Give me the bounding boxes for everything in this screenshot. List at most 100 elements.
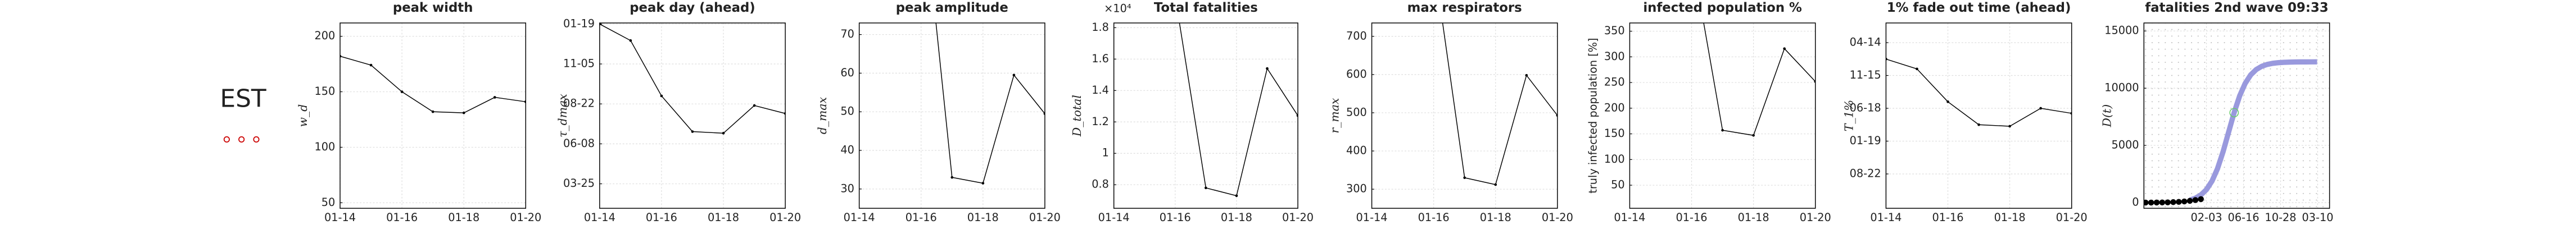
- chart-title: Total fatalities: [1154, 1, 1258, 15]
- y-tick-label: 700: [1346, 29, 1367, 42]
- y-tick-label: 70: [840, 27, 854, 40]
- data-point: [2153, 199, 2160, 206]
- data-point: [2148, 199, 2154, 206]
- plot-frame: [1113, 22, 1298, 209]
- chart-title: infected population %: [1643, 1, 1802, 15]
- x-tick-label: 01-18: [1480, 211, 1511, 224]
- y-tick-label: 250: [1604, 76, 1625, 89]
- y-axis-label: w_d: [296, 104, 310, 127]
- data-point: [462, 111, 465, 114]
- data-point: [340, 54, 342, 58]
- y-axis-label: τ_dmax: [556, 94, 569, 137]
- plot-frame: [599, 22, 786, 209]
- x-tick-label: 01-16: [646, 211, 677, 224]
- data-point: [2039, 107, 2042, 110]
- plot-frame: [339, 22, 527, 209]
- y-tick-label: 1.4: [1092, 84, 1109, 97]
- y-axis-label: D(t): [2100, 104, 2113, 128]
- y-tick-label: 50: [322, 196, 336, 209]
- chart-panel: 30 40 50 60 70 01-14 01-16 01-18 01-20 peak ampli…: [816, 1, 1061, 224]
- data-point: [1235, 194, 1238, 198]
- data-point: [1012, 74, 1016, 77]
- x-tick-label: 01-16: [906, 211, 937, 224]
- y-tick-label: 03-25: [563, 177, 595, 190]
- data-point: [1783, 47, 1786, 51]
- data-point: [691, 130, 694, 133]
- data-point: [493, 96, 496, 99]
- data-point: [2170, 199, 2176, 205]
- y-tick-label: 1: [1102, 146, 1109, 159]
- y-tick-label: 100: [1604, 153, 1625, 166]
- x-tick-label: 01-14: [1614, 211, 1645, 224]
- data-point: [722, 132, 725, 135]
- x-tick-label: 01-14: [1870, 211, 1902, 224]
- x-tick-label: 01-18: [967, 211, 999, 224]
- chart-panel: 0.8 1 1.2 1.4 1.6 1.8 01-14 01-16 01-18 01-20 Tota…: [1070, 1, 1314, 224]
- y-tick-label: 10000: [2104, 81, 2139, 94]
- y-tick-label: 100: [314, 140, 335, 153]
- x-tick-label: 01-18: [708, 211, 739, 224]
- data-point: [1814, 80, 1816, 83]
- y-tick-label: 500: [1346, 105, 1367, 118]
- series-group: [340, 54, 526, 114]
- y-tick-label: 350: [1604, 24, 1625, 37]
- data-point: [2186, 198, 2193, 204]
- data-point: [1946, 100, 1949, 103]
- plot-frame: [1629, 22, 1816, 209]
- chart-panel: 0 5000 10000 15000 02-03 06-16 10-28 03-10 fatal…: [2100, 1, 2333, 224]
- y-tick-label: 200: [1604, 101, 1625, 114]
- x-tick-label: 01-16: [1676, 211, 1708, 224]
- data-point: [524, 100, 526, 103]
- plot-frame: [2143, 22, 2330, 209]
- y-tick-label: 06-08: [563, 137, 595, 150]
- y-tick-label: 1.2: [1092, 115, 1109, 128]
- chart-panel: 300 400 500 600 700 01-14 01-16 01-18 01-20 max r…: [1328, 1, 1573, 224]
- y-tick-label: 01-19: [563, 17, 595, 30]
- data-point: [1752, 134, 1755, 137]
- region-label: EST: [220, 84, 266, 113]
- y-tick-label: 200: [314, 29, 335, 42]
- data-point: [2070, 112, 2072, 115]
- y-tick-label: 11-15: [1850, 68, 1881, 81]
- y-tick-label: 50: [840, 105, 854, 118]
- chart-panel: 50 100 150 200 250 300 350 01-14 01-16 01-18 01-20…: [1587, 1, 1831, 224]
- y-axis-label: T_1%: [1842, 100, 1856, 131]
- y-tick-label: 1.6: [1092, 52, 1109, 65]
- y-tick-label: 01-19: [1850, 134, 1881, 147]
- y-tick-label: 1.8: [1092, 21, 1109, 34]
- chart-title: 1% fade out time (ahead): [1887, 1, 2071, 15]
- chart-panel: 03-25 06-08 08-22 11-05 01-19 01-14 01-16 01-18…: [556, 1, 801, 224]
- y-axis-label: truly infected population [%]: [1587, 38, 1600, 193]
- x-tick-label: 01-14: [844, 211, 875, 224]
- data-point: [1494, 183, 1497, 186]
- data-point: [950, 176, 954, 179]
- y-tick-label: 300: [1604, 50, 1625, 63]
- y-tick-label: 0: [2132, 196, 2139, 209]
- status-dots: [223, 136, 260, 143]
- y-tick-label: 5000: [2111, 139, 2139, 152]
- chart-title: max respirators: [1407, 1, 1522, 15]
- series-group: [935, 22, 1045, 185]
- data-point: [599, 22, 601, 26]
- series-line: [340, 56, 526, 113]
- x-tick-label: 01-20: [510, 211, 541, 224]
- series-line: [1442, 22, 1558, 185]
- series-group: [1179, 22, 1298, 198]
- data-point: [1043, 112, 1045, 115]
- data-point: [629, 39, 632, 42]
- x-tick-label: 02-03: [2191, 211, 2222, 224]
- x-tick-label: 01-16: [386, 211, 418, 224]
- y-axis-label: D_total: [1070, 95, 1084, 137]
- data-point: [1296, 114, 1298, 117]
- series-line: [935, 22, 1045, 184]
- series-group: [1886, 57, 2072, 128]
- data-point: [660, 94, 663, 98]
- y-tick-label: 30: [840, 182, 854, 195]
- x-tick-label: 01-20: [2056, 211, 2088, 224]
- data-point: [1525, 74, 1528, 77]
- x-tick-label: 01-16: [1932, 211, 1963, 224]
- chart-panel: 08-22 01-19 06-18 11-15 04-14 01-14 01-16 01-18…: [1842, 1, 2088, 224]
- data-point: [2176, 199, 2182, 205]
- x-tick-label: 10-28: [2265, 211, 2296, 224]
